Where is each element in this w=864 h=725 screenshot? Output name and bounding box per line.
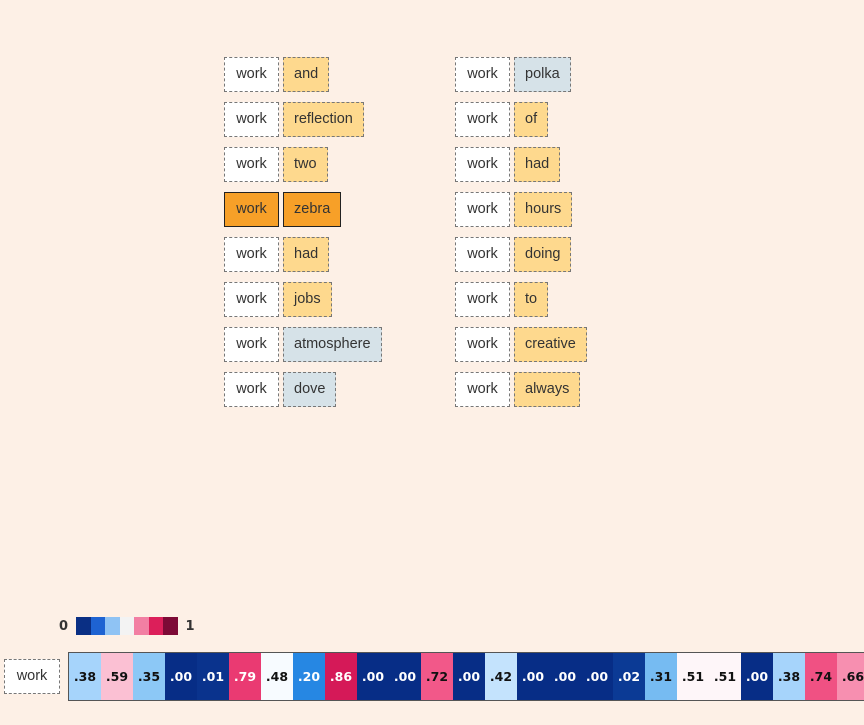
key-token[interactable]: work (455, 282, 510, 317)
score-cell: .86 (325, 653, 357, 700)
token-pair: work and (224, 57, 386, 92)
token-pair: work had (224, 237, 386, 272)
key-token[interactable]: work (455, 327, 510, 362)
value-token[interactable]: zebra (283, 192, 342, 227)
token-pair: work hours (455, 192, 591, 227)
legend-swatch (90, 617, 106, 635)
score-cell: .59 (101, 653, 133, 700)
score-cell: .00 (517, 653, 549, 700)
value-token[interactable]: atmosphere (283, 327, 382, 362)
score-cell: .35 (133, 653, 165, 700)
legend-swatch (76, 617, 91, 635)
key-token[interactable]: work (224, 327, 279, 362)
key-token[interactable]: work (224, 57, 279, 92)
key-token[interactable]: work (224, 192, 279, 227)
token-pair: work zebra (224, 192, 386, 227)
key-token[interactable]: work (455, 237, 510, 272)
token-pair: work reflection (224, 102, 386, 137)
score-cell: .00 (453, 653, 485, 700)
token-pair: work atmosphere (224, 327, 386, 362)
token-pair: work of (455, 102, 591, 137)
token-pair: work always (455, 372, 591, 407)
token-pair: work dove (224, 372, 386, 407)
value-token[interactable]: polka (514, 57, 571, 92)
key-token[interactable]: work (455, 192, 510, 227)
token-pair: work polka (455, 57, 591, 92)
score-cell: .00 (741, 653, 773, 700)
score-cell: .42 (485, 653, 517, 700)
legend-swatch (148, 617, 164, 635)
color-legend: 0 1 (59, 616, 195, 636)
score-cell: .74 (805, 653, 837, 700)
key-token[interactable]: work (224, 147, 279, 182)
score-cell: .00 (549, 653, 581, 700)
key-token[interactable]: work (455, 102, 510, 137)
value-token[interactable]: jobs (283, 282, 332, 317)
key-token[interactable]: work (455, 372, 510, 407)
score-cell: .38 (773, 653, 805, 700)
legend-min-label: 0 (59, 618, 69, 634)
score-cell: .31 (645, 653, 677, 700)
score-cell: .20 (293, 653, 325, 700)
token-pair: work had (455, 147, 591, 182)
key-token[interactable]: work (455, 147, 510, 182)
score-cell: .00 (165, 653, 197, 700)
value-token[interactable]: reflection (283, 102, 364, 137)
value-token[interactable]: creative (514, 327, 587, 362)
score-heatmap: .38.59.35.00.01.79.48.20.86.00.00.72.00.… (68, 652, 864, 701)
token-pair: work jobs (224, 282, 386, 317)
score-cell: .00 (389, 653, 421, 700)
value-token[interactable]: two (283, 147, 328, 182)
value-token[interactable]: and (283, 57, 330, 92)
legend-color-bar (76, 617, 178, 635)
left-pair-column: work and work reflection work two work zebra wor… (224, 57, 386, 417)
value-token[interactable]: had (283, 237, 330, 272)
score-cell: .38 (69, 653, 101, 700)
value-token[interactable]: doing (514, 237, 572, 272)
token-pair: work doing (455, 237, 591, 272)
score-cell: .01 (197, 653, 229, 700)
token-pair: work two (224, 147, 386, 182)
key-token[interactable]: work (224, 372, 279, 407)
value-token[interactable]: of (514, 102, 549, 137)
value-token[interactable]: hours (514, 192, 573, 227)
value-token[interactable]: to (514, 282, 549, 317)
right-pair-column: work polka work of work had work hours work doing… (455, 57, 591, 417)
key-token[interactable]: work (224, 102, 279, 137)
value-token[interactable]: always (514, 372, 581, 407)
key-token[interactable]: work (224, 282, 279, 317)
score-cell: .00 (581, 653, 613, 700)
score-cell: .72 (421, 653, 453, 700)
legend-max-label: 1 (185, 618, 195, 634)
score-cell: .51 (677, 653, 709, 700)
value-token[interactable]: had (514, 147, 561, 182)
score-cell: .79 (229, 653, 261, 700)
score-cell: .51 (709, 653, 741, 700)
score-cell: .00 (357, 653, 389, 700)
key-token[interactable]: work (224, 237, 279, 272)
legend-swatch (134, 617, 149, 635)
legend-swatch (163, 617, 178, 635)
query-token[interactable]: work (4, 659, 60, 694)
legend-swatch (119, 617, 135, 635)
token-pair: work to (455, 282, 591, 317)
score-cell: .02 (613, 653, 645, 700)
value-token[interactable]: dove (283, 372, 337, 407)
score-cell: .48 (261, 653, 293, 700)
legend-swatch (105, 617, 120, 635)
key-token[interactable]: work (455, 57, 510, 92)
token-pair: work creative (455, 327, 591, 362)
score-cell: .66 (837, 653, 864, 700)
